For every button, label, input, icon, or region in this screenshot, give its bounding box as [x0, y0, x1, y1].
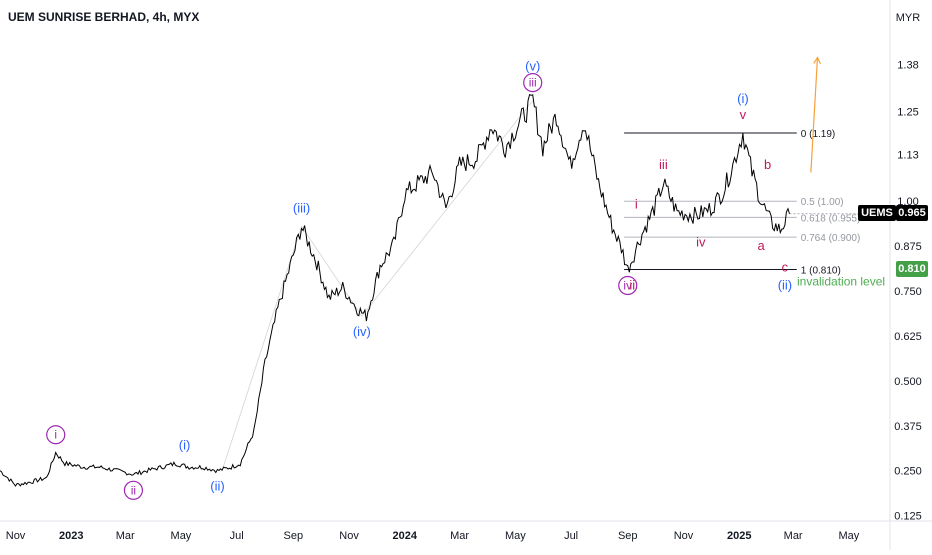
time-tick-label: Sep: [618, 530, 638, 542]
wave-label-intermediate: (ii): [210, 479, 224, 494]
wave-label-minor: i: [635, 196, 638, 211]
wave-label-circled: iv: [623, 278, 632, 292]
time-tick-label: Nov: [674, 530, 694, 542]
wave-label-intermediate: (v): [525, 59, 540, 74]
wave-label-circle: [123, 480, 144, 500]
last-price-tag: 0.965: [896, 205, 928, 221]
price-series: [0, 93, 890, 487]
wave-label-minor: iii: [659, 157, 668, 172]
time-tick-label: Mar: [450, 530, 469, 542]
wave-label-intermediate: (iv): [353, 324, 371, 339]
price-tick-label: 1.13: [897, 150, 918, 162]
wave-label-circled: i: [54, 428, 57, 442]
time-tick-label: Sep: [284, 530, 304, 542]
time-tick-label: Mar: [784, 530, 803, 542]
wave-label-circled: ii: [131, 483, 136, 497]
level-price-text: 0.810: [898, 263, 926, 275]
wave-label-minor: c: [782, 260, 789, 275]
wave-label-circle: [618, 275, 638, 296]
time-tick-label: May: [505, 530, 526, 542]
time-tick-label: May: [838, 530, 859, 542]
wave-label-circle: [46, 425, 66, 445]
price-tick-label: 0.375: [894, 421, 922, 433]
currency-label[interactable]: MYR: [896, 12, 921, 24]
price-tick-label: 0.250: [894, 466, 922, 478]
time-tick-label: Jul: [230, 530, 244, 542]
wave-label-minor: iv: [696, 234, 706, 249]
wave-labels: iiiiiiiv(i)(ii)(iii)(iv)(v)(i)(ii)iiiiii…: [46, 59, 792, 500]
chart-title: UEM SUNRISE BERHAD, 4h, MYX: [8, 10, 199, 24]
price-tick-label: 0.625: [894, 331, 922, 343]
fib-level-label: 0.764 (0.900): [801, 233, 861, 244]
wave-label-minor: a: [758, 238, 766, 253]
wave-path: [221, 100, 534, 471]
time-tick-label: Nov: [339, 530, 359, 542]
symbol-badge-text: UEMS: [861, 207, 893, 219]
last-price-text: 0.965: [898, 207, 926, 219]
time-tick-label: Nov: [6, 530, 26, 542]
invalidation-label: invalidation level: [797, 274, 885, 288]
price-tick-label: 0.125: [894, 511, 922, 523]
wave-label-intermediate: (ii): [778, 277, 792, 292]
price-line: [0, 93, 790, 487]
fib-level-label: 0 (1.19): [801, 129, 835, 140]
price-tick-label: 1.25: [897, 106, 918, 118]
time-tick-label: 2024: [393, 530, 418, 542]
wave-label-minor: ii: [629, 277, 635, 292]
price-scale[interactable]: 1.381.251.131.000.8750.7500.6250.5000.37…: [889, 0, 922, 550]
price-tick-label: 0.500: [894, 376, 922, 388]
wave-label-minor: v: [740, 107, 747, 122]
fib-level-label: 1 (0.810): [801, 265, 841, 276]
price-tick-label: 1.38: [897, 60, 918, 72]
fib-level-label: 0.618 (0.955): [801, 213, 861, 224]
wave-label-circled: iii: [529, 76, 537, 90]
wave-label-intermediate: (i): [737, 91, 749, 106]
time-axis[interactable]: Nov 2023 Mar May Jul Sep Nov 2024 Mar May Jul Sep No…: [0, 520, 932, 542]
fib-level-label: 0.5 (1.00): [801, 197, 844, 208]
annotation-lines: 0 (1.19) 0.5 (1.00) 0.618 (0.955) 0.764 (0.…: [221, 56, 885, 471]
wave-label-minor: b: [764, 157, 771, 172]
wave-label-circle: [523, 73, 543, 93]
symbol-badge: UEMS: [858, 205, 896, 221]
time-tick-label: 2025: [727, 530, 751, 542]
projection-arrow: [810, 57, 819, 173]
wave-label-intermediate: (iii): [293, 200, 310, 215]
projection-arrowhead: [813, 56, 822, 65]
time-tick-label: 2023: [59, 530, 83, 542]
price-tick-label: 0.875: [894, 241, 922, 253]
wave-label-intermediate: (i): [179, 438, 191, 453]
level-price-tag: 0.810: [896, 261, 928, 277]
time-tick-label: Jul: [564, 530, 578, 542]
time-tick-label: Mar: [116, 530, 135, 542]
price-tick-label: 0.750: [894, 286, 922, 298]
time-tick-label: May: [171, 530, 192, 542]
